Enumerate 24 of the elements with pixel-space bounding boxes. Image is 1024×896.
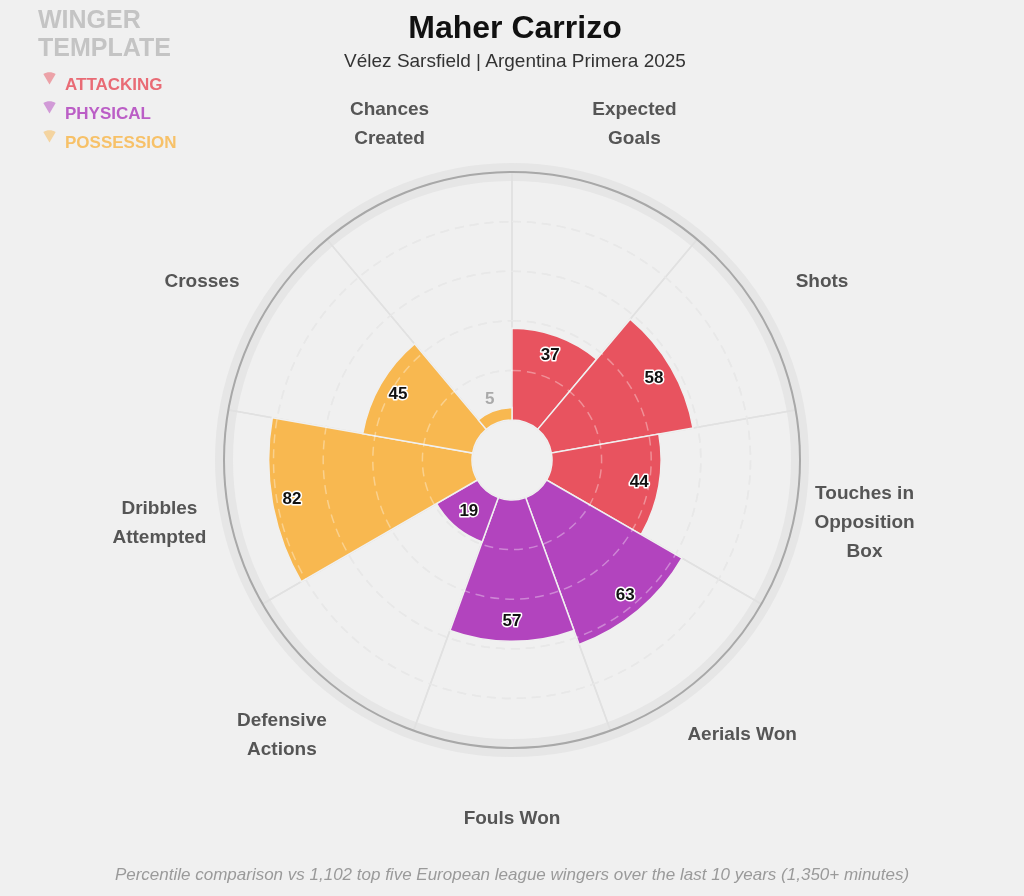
category-label: Aerials Won (687, 723, 797, 745)
data-label: 63 (615, 585, 635, 605)
category-label: Chances Created (349, 98, 430, 149)
category-label: Shots (795, 270, 849, 291)
legend-label: POSSESSION (65, 132, 177, 152)
data-label: 58 (644, 368, 664, 388)
category-label: Dribbles Attempted (112, 496, 207, 547)
data-label: 82 (282, 488, 302, 508)
data-label: 57 (502, 611, 522, 631)
category-label: Expected Goals (592, 98, 677, 149)
legend-label: PHYSICAL (65, 103, 151, 123)
category-label: Fouls Won (463, 807, 561, 828)
category-label: Defensive Actions (236, 708, 327, 759)
data-label: 37 (540, 344, 560, 364)
legend-label: ATTACKING (65, 74, 163, 94)
data-label: 44 (629, 472, 650, 492)
category-label: Crosses (164, 270, 240, 291)
data-label: 45 (388, 384, 408, 404)
text: Percentile comparison vs 1,102 top five European league wingers over the last 10 years (1,350+ minutes) (114, 865, 910, 884)
text: Vélez Sarsfield | Argentina Primera 2025 (344, 50, 686, 71)
category-label: Touches in Opposition Box (814, 482, 915, 562)
text: Maher Carrizo (408, 9, 622, 45)
data-label: 5 (484, 388, 495, 408)
data-label: 19 (459, 501, 479, 521)
